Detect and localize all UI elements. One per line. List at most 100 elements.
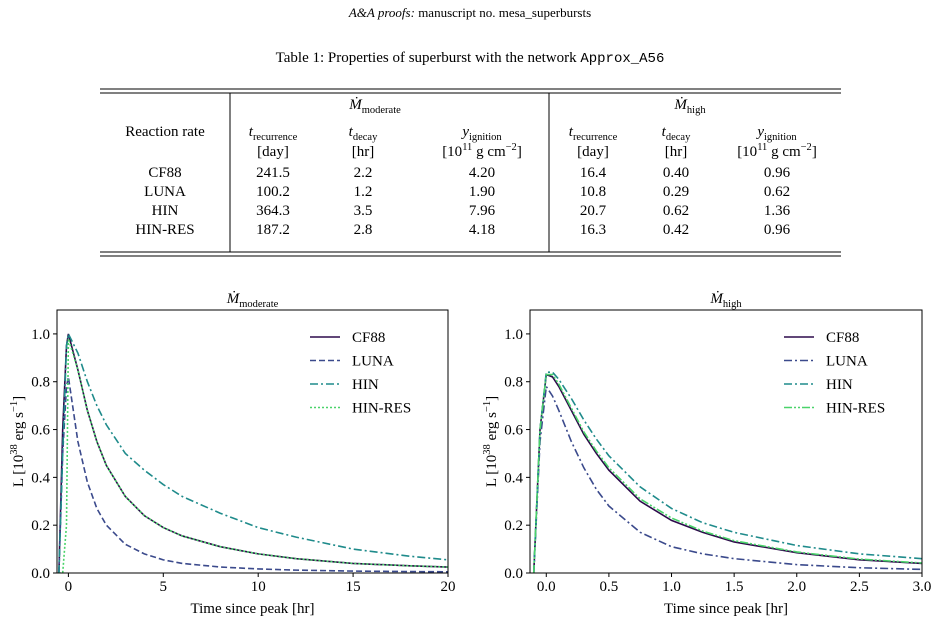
group-header-part: Ṁ — [348, 97, 363, 113]
x-tick-label: 2.0 — [787, 579, 806, 595]
x-tick-label: 15 — [346, 579, 361, 595]
column-header: trecurrence — [249, 124, 298, 143]
column-unit-part: 11 — [462, 142, 472, 153]
y-tick-label: 0.4 — [504, 470, 523, 486]
table-cell: 0.62 — [663, 203, 689, 219]
group-header: Ṁhigh — [673, 97, 706, 116]
chart-title: Ṁmoderate — [226, 291, 279, 310]
y-axis-label: L [1038 erg s−1] — [482, 396, 500, 487]
journal: A&A proofs: — [348, 5, 415, 20]
table-cell: 364.3 — [256, 203, 290, 219]
y-tick-label: 0.0 — [504, 566, 523, 582]
x-tick-label: 20 — [441, 579, 456, 595]
table-cell: 2.8 — [354, 222, 373, 238]
table-cell: 0.96 — [764, 222, 791, 238]
table-cell: 10.8 — [580, 184, 606, 200]
y-tick-label: 1.0 — [31, 327, 50, 343]
running-header: A&A proofs: manuscript no. mesa_superbur… — [348, 5, 591, 20]
chart-title-part: moderate — [239, 299, 278, 310]
column-unit-part: 11 — [757, 142, 767, 153]
plot-lines — [58, 331, 448, 573]
plot-frame — [529, 309, 923, 574]
caption-text: Table 1: Properties of superburst with t… — [276, 50, 581, 66]
table-cell: 241.5 — [256, 165, 290, 181]
column-header-part: recurrence — [573, 132, 618, 143]
column-unit-part: [day] — [257, 144, 289, 160]
x-tick-label: 0.5 — [600, 579, 619, 595]
column-unit: [hr] — [665, 144, 688, 160]
x-tick-label: 5 — [160, 579, 168, 595]
column-unit-part: −2 — [506, 142, 517, 153]
column-header: yignition — [460, 124, 502, 143]
table-cell: 3.5 — [354, 203, 373, 219]
x-tick-label: 10 — [251, 579, 266, 595]
y-axis-label-part: L [10 — [484, 455, 500, 487]
column-header-part: t — [662, 124, 667, 140]
series-line — [532, 371, 922, 573]
column-header-part: decay — [666, 132, 691, 143]
series-line — [58, 331, 448, 573]
column-header-part: ignition — [764, 132, 797, 143]
series-line — [58, 338, 448, 573]
row-label: HIN-RES — [135, 222, 194, 238]
table-cell: 0.62 — [764, 184, 790, 200]
column-unit: [1011 g cm−2] — [737, 142, 817, 160]
series-line — [532, 373, 922, 573]
column-header-part: decay — [353, 132, 378, 143]
column-unit: [day] — [257, 144, 289, 160]
column-unit: [hr] — [352, 144, 375, 160]
x-tick-label: 1.0 — [662, 579, 681, 595]
legend-label: CF88 — [352, 330, 385, 346]
table-cell: 0.96 — [764, 165, 791, 181]
y-tick-label: 0.0 — [31, 566, 50, 582]
column-header-part: t — [569, 124, 574, 140]
table-rules — [100, 88, 841, 257]
table-cell: 4.20 — [469, 165, 495, 181]
y-axis-label-part: ] — [484, 396, 500, 401]
series-line — [532, 373, 922, 573]
table-cell: 7.96 — [469, 203, 496, 219]
x-axis-label: Time since peak [hr] — [191, 601, 315, 617]
column-header: yignition — [755, 124, 797, 143]
legend-label: LUNA — [352, 354, 394, 370]
plot-frame — [56, 309, 449, 574]
group-header-part: high — [687, 105, 706, 116]
column-unit-part: g cm — [767, 144, 801, 160]
column-header: tdecay — [349, 124, 378, 143]
column-header-part: recurrence — [253, 132, 298, 143]
column-unit-part: [day] — [577, 144, 609, 160]
table-cell: 20.7 — [580, 203, 607, 219]
legend-label: HIN-RES — [352, 401, 411, 417]
table-cell: 1.90 — [469, 184, 495, 200]
chart-title-part: Ṁ — [709, 291, 724, 307]
y-axis-label-part: −1 — [9, 401, 20, 412]
legend-label: HIN — [826, 377, 853, 393]
plot-lines — [532, 371, 922, 573]
y-tick-label: 0.8 — [31, 375, 50, 391]
x-tick-label: 2.5 — [850, 579, 869, 595]
y-axis-label-part: 38 — [9, 444, 20, 455]
column-unit-part: [10 — [442, 144, 462, 160]
y-axis-label-part: 38 — [482, 444, 493, 455]
column-unit-part: −2 — [801, 142, 812, 153]
column-unit-part: [hr] — [665, 144, 688, 160]
column-unit-part: [10 — [737, 144, 757, 160]
column-unit: [1011 g cm−2] — [442, 142, 522, 160]
column-header: trecurrence — [569, 124, 618, 143]
y-axis-label: L [1038 erg s−1] — [9, 396, 27, 487]
y-tick-label: 0.2 — [504, 518, 523, 534]
group-header: Ṁmoderate — [348, 97, 401, 116]
manuscript: manuscript no. mesa_superbursts — [415, 5, 591, 20]
legend-label: CF88 — [826, 330, 859, 346]
row-label: HIN — [152, 203, 179, 219]
row-label: CF88 — [148, 165, 181, 181]
table-cell: 1.2 — [354, 184, 373, 200]
series-line — [58, 333, 448, 573]
chart-title-part: high — [723, 299, 742, 310]
table-cell: 16.4 — [580, 165, 607, 181]
table-cell: 187.2 — [256, 222, 290, 238]
table-cell: 2.2 — [354, 165, 373, 181]
column-unit: [day] — [577, 144, 609, 160]
legend-label: HIN-RES — [826, 401, 885, 417]
